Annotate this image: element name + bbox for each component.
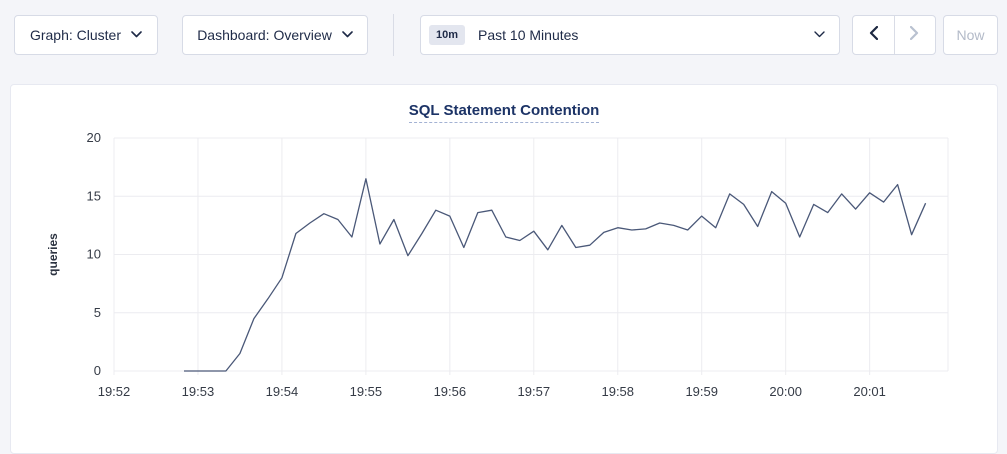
chart-title[interactable]: SQL Statement Contention xyxy=(408,102,600,123)
y-tick-label: 20 xyxy=(87,130,101,145)
chevron-right-icon xyxy=(910,25,919,43)
now-button-label: Now xyxy=(956,26,985,43)
y-tick-label: 5 xyxy=(94,305,101,320)
x-tick-label: 19:55 xyxy=(350,384,383,399)
toolbar-divider xyxy=(393,13,394,56)
dashboard-dropdown-label: Dashboard: Overview xyxy=(197,26,332,43)
chevron-left-icon xyxy=(869,25,878,43)
chevron-down-icon xyxy=(131,31,142,38)
series-line xyxy=(184,178,927,372)
graph-dropdown[interactable]: Graph: Cluster xyxy=(14,14,158,55)
next-time-button[interactable] xyxy=(895,16,936,54)
y-tick-label: 10 xyxy=(87,247,101,262)
x-tick-label: 19:52 xyxy=(98,384,131,399)
x-tick-label: 20:00 xyxy=(769,384,802,399)
chevron-down-icon xyxy=(342,31,353,38)
chevron-down-icon xyxy=(814,31,825,38)
chart-title-row: SQL Statement Contention xyxy=(11,85,997,123)
time-range-dropdown[interactable]: 10m Past 10 Minutes xyxy=(420,14,840,55)
x-tick-label: 19:54 xyxy=(266,384,299,399)
x-tick-label: 19:57 xyxy=(518,384,551,399)
time-range-label: Past 10 Minutes xyxy=(478,26,579,43)
x-tick-label: 19:53 xyxy=(182,384,215,399)
x-tick-label: 20:01 xyxy=(853,384,886,399)
toolbar: Graph: Cluster Dashboard: Overview 10m P… xyxy=(0,0,1007,56)
prev-time-button[interactable] xyxy=(853,16,894,54)
time-nav-divider xyxy=(893,15,895,54)
time-range-badge: 10m xyxy=(429,24,466,45)
x-tick-label: 19:56 xyxy=(434,384,467,399)
y-axis-label: queries xyxy=(46,233,60,276)
time-nav-group xyxy=(852,14,936,55)
graph-dropdown-label: Graph: Cluster xyxy=(29,26,122,43)
now-button[interactable]: Now xyxy=(943,14,998,55)
dashboard-dropdown[interactable]: Dashboard: Overview xyxy=(182,14,368,55)
line-chart[interactable]: 0 5 10 15 20 19:52 19:53 19:54 19:55 19:56 19:57 19… xyxy=(11,115,999,435)
y-tick-label: 0 xyxy=(94,363,101,378)
x-tick-label: 19:58 xyxy=(601,384,634,399)
y-tick-label: 15 xyxy=(87,188,101,203)
chart-panel: SQL Statement Contention 0 5 10 15 20 19:52 19… xyxy=(10,84,998,454)
x-tick-label: 19:59 xyxy=(685,384,718,399)
